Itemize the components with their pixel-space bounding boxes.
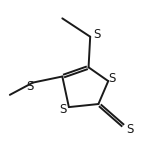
Text: S: S <box>126 123 133 136</box>
Text: S: S <box>109 72 116 85</box>
Text: S: S <box>93 28 100 41</box>
Text: S: S <box>27 80 34 93</box>
Text: S: S <box>60 103 67 116</box>
